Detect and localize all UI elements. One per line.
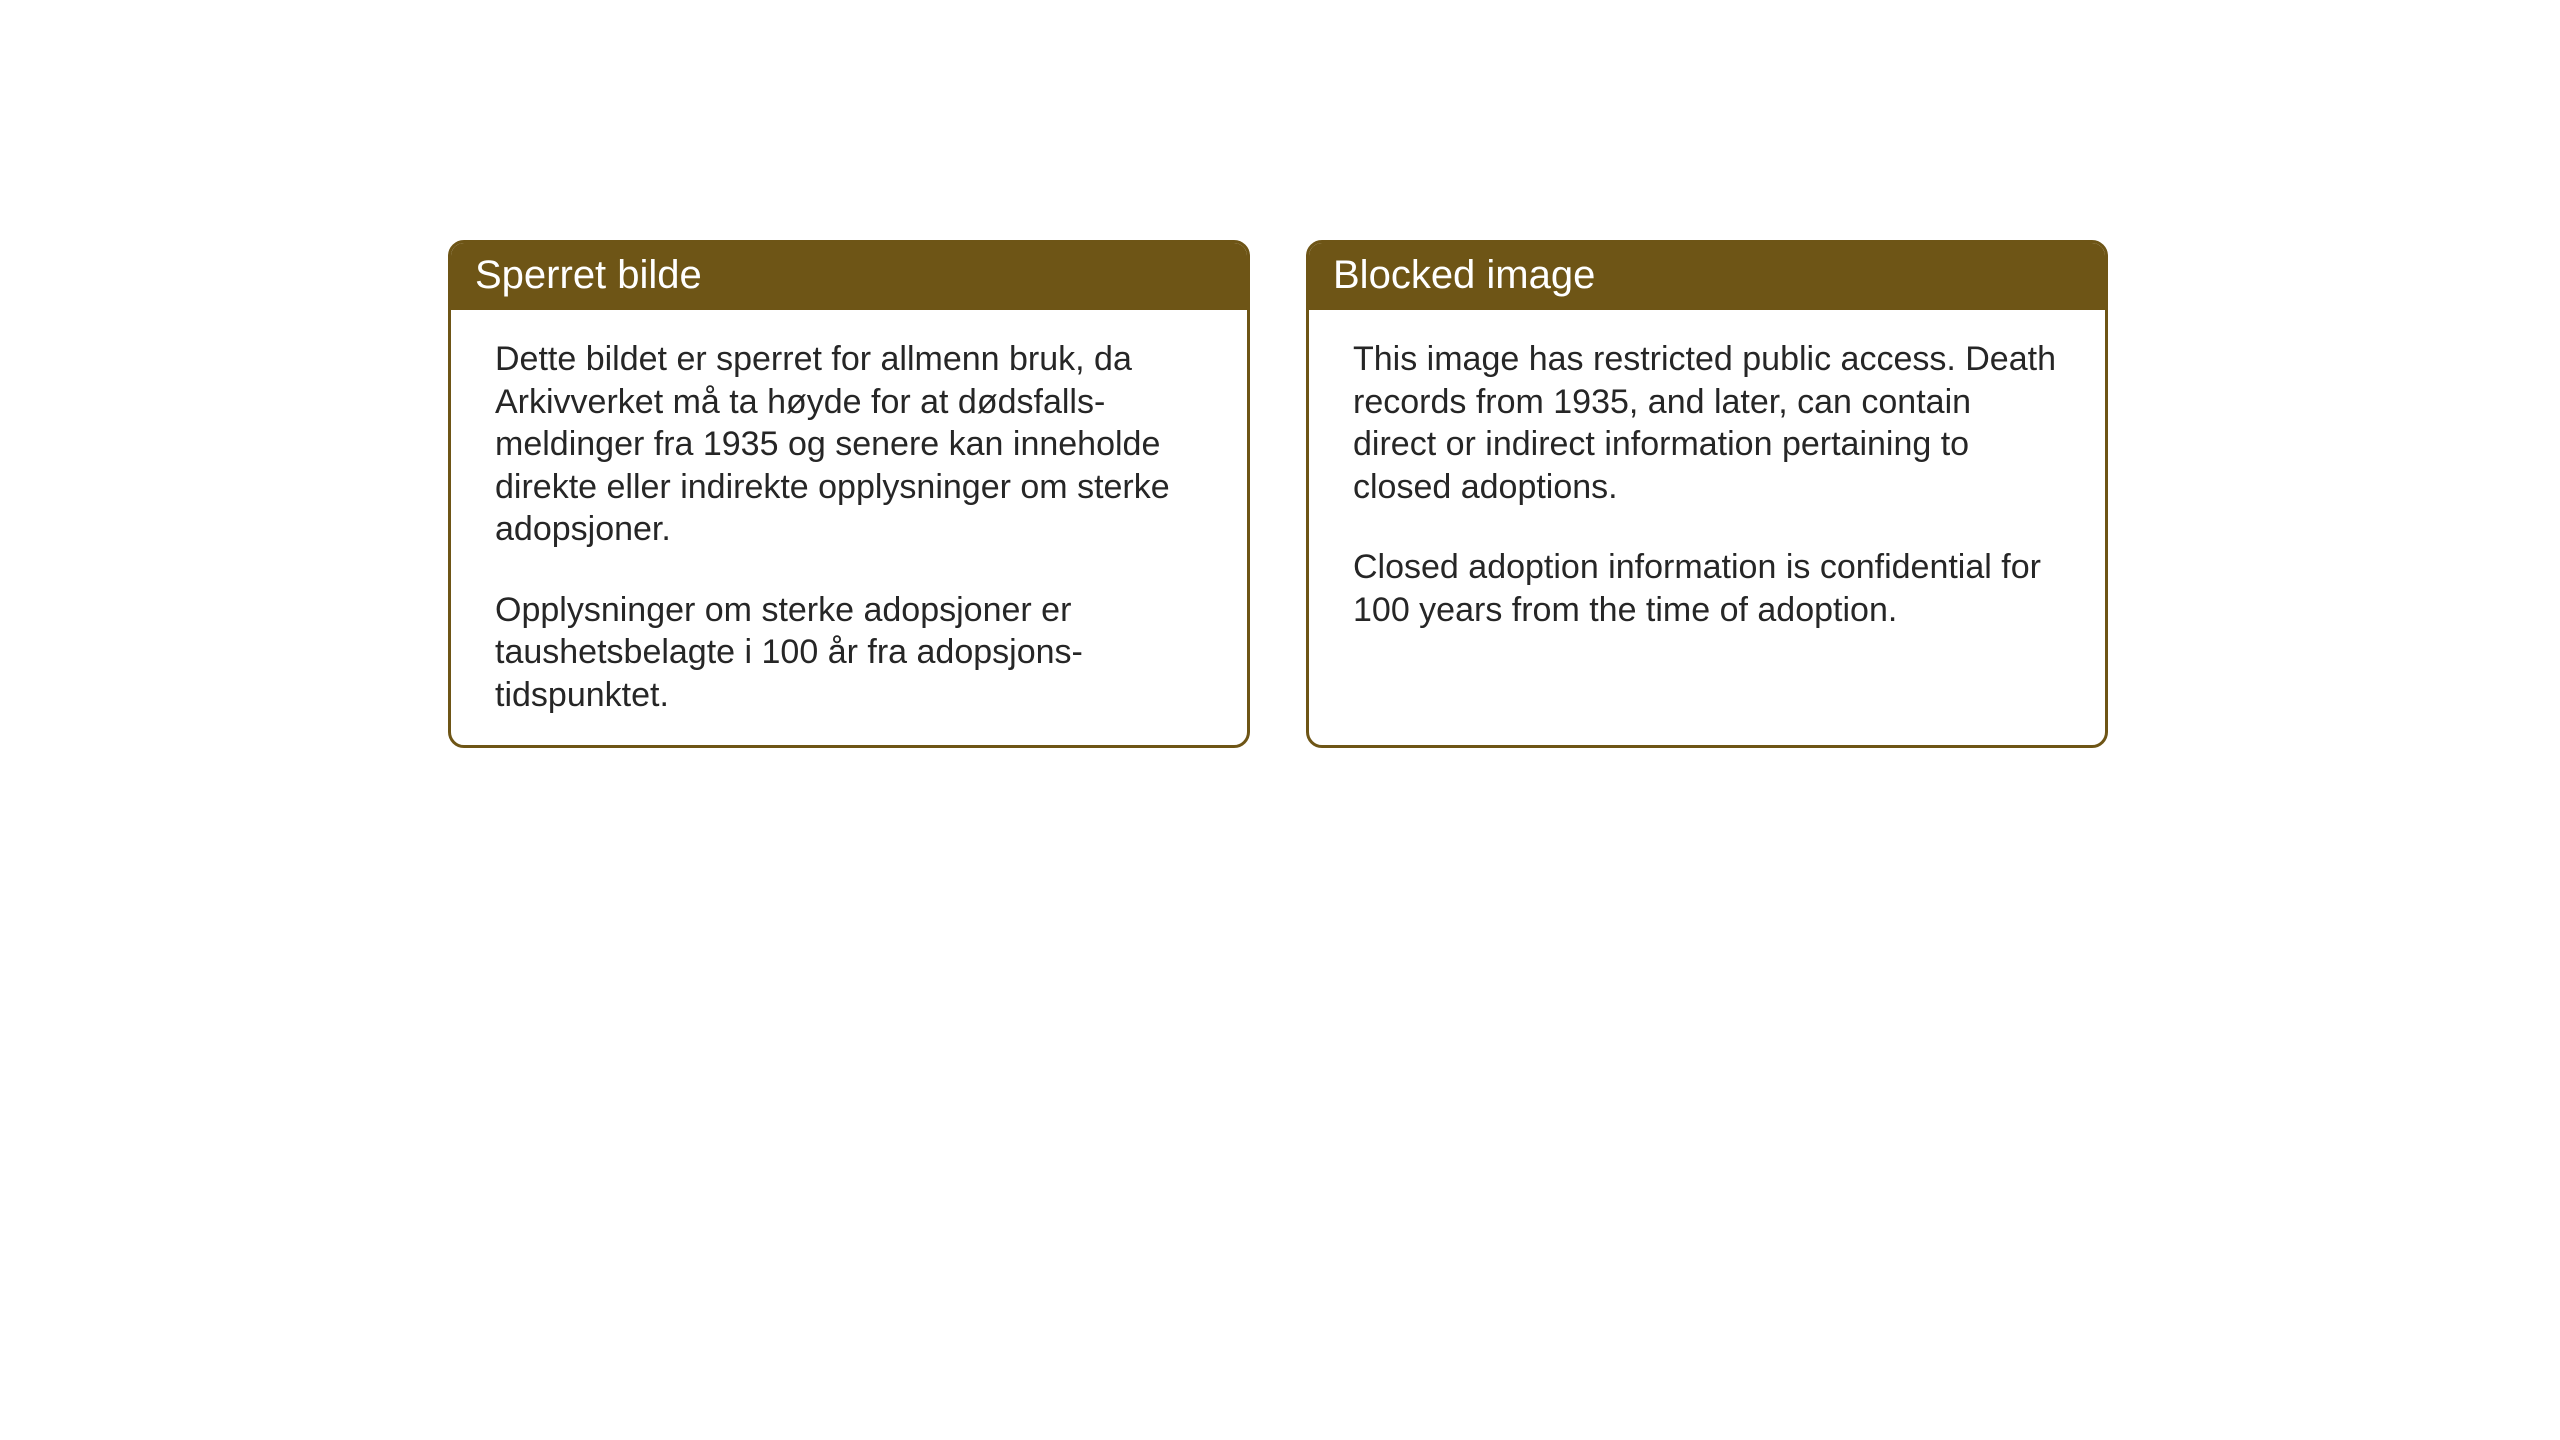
notice-body-norwegian: Dette bildet er sperret for allmenn bruk… xyxy=(451,310,1247,748)
notice-card-english: Blocked image This image has restricted … xyxy=(1306,240,2108,748)
notice-body-english: This image has restricted public access.… xyxy=(1309,310,2105,671)
notice-header-english: Blocked image xyxy=(1309,243,2105,310)
notice-card-norwegian: Sperret bilde Dette bildet er sperret fo… xyxy=(448,240,1250,748)
notice-paragraph-2-norwegian: Opplysninger om sterke adopsjoner er tau… xyxy=(495,589,1203,717)
notice-header-norwegian: Sperret bilde xyxy=(451,243,1247,310)
notice-paragraph-2-english: Closed adoption information is confident… xyxy=(1353,546,2061,631)
notice-paragraph-1-norwegian: Dette bildet er sperret for allmenn bruk… xyxy=(495,338,1203,551)
notice-container: Sperret bilde Dette bildet er sperret fo… xyxy=(448,240,2108,748)
notice-paragraph-1-english: This image has restricted public access.… xyxy=(1353,338,2061,508)
